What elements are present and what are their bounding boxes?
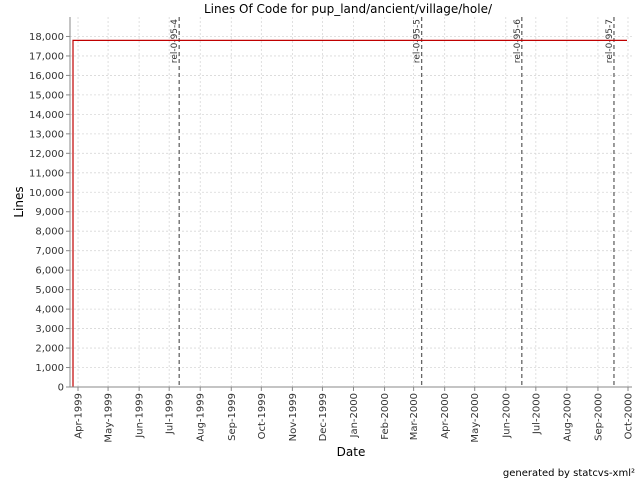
y-tick-label: 9,000 [35, 207, 64, 218]
y-tick-labels: 0 1,000 2,000 3,000 4,000 5,000 6,000 7,000 8,00… [29, 32, 64, 394]
release-marker-label: rel-0-95-7 [605, 19, 615, 63]
y-tick-label: 15,000 [29, 90, 64, 101]
y-tick-label: 11,000 [29, 168, 64, 179]
x-tick-label: May-2000 [470, 393, 481, 443]
x-axis-label: Date [337, 445, 366, 459]
x-tick-label: Oct-2000 [623, 393, 634, 439]
x-tick-label: Aug-2000 [562, 393, 573, 442]
x-tick-label: Jul-1999 [165, 393, 176, 435]
x-tick-label: Dec-1999 [318, 393, 329, 441]
x-tick-label: Feb-2000 [380, 393, 391, 440]
grid [70, 17, 632, 388]
y-tick-label: 0 [58, 383, 64, 394]
x-tick-label: Apr-1999 [74, 393, 85, 439]
x-tick-label: Mar-2000 [409, 393, 420, 440]
y-tick-label: 14,000 [29, 110, 64, 121]
x-tick-label: Sep-2000 [593, 393, 604, 441]
y-tick-label: 1,000 [35, 363, 64, 374]
y-tick-label: 10,000 [29, 188, 64, 199]
series [72, 39, 627, 387]
x-tick-labels: Apr-1999 May-1999 Jun-1999 Jul-1999 Aug-1999… [74, 393, 635, 443]
y-tick-label: 13,000 [29, 129, 64, 140]
y-tick-label: 17,000 [29, 51, 64, 62]
x-tick-label: Sep-1999 [227, 393, 238, 441]
axes [66, 17, 632, 391]
x-tick-label: Jul-2000 [531, 393, 542, 435]
y-tick-label: 6,000 [35, 266, 64, 277]
y-tick-label: 16,000 [29, 71, 64, 82]
generator-credit: generated by statcvs-xml² [503, 468, 635, 479]
release-marker-label: rel-0-95-5 [413, 19, 423, 63]
y-axis-label: Lines [12, 186, 26, 217]
x-tick-label: Jun-1999 [135, 393, 146, 439]
x-tick-label: Jun-2000 [501, 393, 512, 439]
y-tick-label: 8,000 [35, 227, 64, 238]
y-tick-label: 12,000 [29, 149, 64, 160]
loc-series-line [72, 39, 627, 387]
y-tick-label: 2,000 [35, 344, 64, 355]
plot-area [70, 17, 632, 387]
y-tick-label: 18,000 [29, 32, 64, 43]
x-tick-label: May-1999 [104, 393, 115, 443]
x-tick-label: Jan-2000 [349, 393, 360, 438]
x-tick-label: Apr-2000 [440, 393, 451, 439]
x-tick-label: Oct-1999 [257, 393, 268, 439]
y-tick-label: 3,000 [35, 324, 64, 335]
y-tick-label: 7,000 [35, 246, 64, 257]
chart-title: Lines Of Code for pup_land/ancient/villa… [204, 2, 493, 16]
y-tick-label: 4,000 [35, 305, 64, 316]
x-tick-label: Aug-1999 [196, 393, 207, 442]
x-tick-label: Nov-1999 [288, 393, 299, 441]
y-tick-label: 5,000 [35, 285, 64, 296]
